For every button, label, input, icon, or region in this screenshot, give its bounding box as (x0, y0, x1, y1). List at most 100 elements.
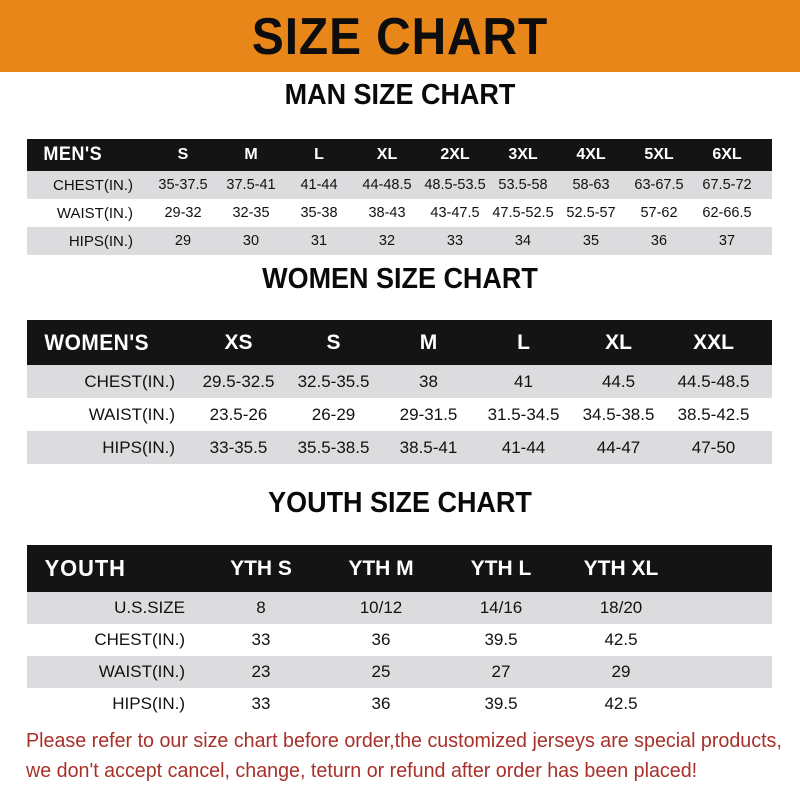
header-filler (681, 545, 772, 592)
column-header-size: YTH L (470, 556, 532, 580)
measurement-cell: 29 (174, 233, 192, 249)
measurement-cell: 27 (491, 662, 511, 681)
measurement-cell: 38.5-42.5 (677, 404, 750, 424)
column-header-category: MEN'S (43, 144, 103, 165)
table-man-size-chart: MEN'S S M L XL 2XL 3XL 4XL 5XL 6XL CHEST(IN.) 35-37… (27, 139, 772, 255)
measurement-cell: 44-47 (596, 437, 641, 457)
row-label: WAIST(IN.) (56, 204, 133, 222)
measurement-cell: 36 (371, 630, 391, 649)
row-filler (681, 592, 772, 624)
measurement-cell: 63-67.5 (634, 177, 684, 193)
column-header-size: L (517, 330, 530, 354)
measurement-cell: 43-47.5 (430, 205, 480, 221)
section-title-women: WOMEN SIZE CHART (262, 263, 538, 295)
measurement-cell: 42.5 (604, 694, 638, 713)
table-row: HIPS(IN.) 33-35.5 35.5-38.5 38.5-41 41-44 44-… (27, 431, 772, 464)
measurement-cell: 57-62 (640, 205, 678, 221)
measurement-cell: 36 (650, 233, 668, 249)
column-header-size: 5XL (644, 146, 674, 163)
row-filler (681, 624, 772, 656)
row-label: WAIST(IN.) (88, 404, 175, 424)
measurement-cell: 33 (251, 694, 271, 713)
header-filler (761, 320, 772, 365)
row-filler (681, 656, 772, 688)
table-header-row: WOMEN'S XS S M L XL XXL (27, 320, 772, 365)
table-row: HIPS(IN.) 29 30 31 32 33 34 35 36 37 (27, 227, 772, 255)
table-youth-size-chart: YOUTH YTH S YTH M YTH L YTH XL U.S.SIZE 8 10/12… (27, 545, 772, 720)
measurement-cell: 35 (582, 233, 600, 249)
page-title: SIZE CHART (251, 8, 549, 66)
column-header-category: YOUTH (44, 555, 126, 581)
column-header-size: XL (605, 330, 632, 354)
measurement-cell: 33 (446, 233, 464, 249)
column-header-category: WOMEN'S (44, 329, 150, 355)
column-header-size: 2XL (440, 146, 470, 163)
column-header-size: S (326, 330, 341, 354)
measurement-cell: 41-44 (300, 177, 338, 193)
measurement-cell: 30 (242, 233, 260, 249)
measurement-cell: 23.5-26 (209, 404, 268, 424)
measurement-cell: 44.5 (601, 371, 636, 391)
section-women-size-chart: WOMEN SIZE CHART WOMEN'S XS S M L XL XXL CHEST(… (0, 262, 800, 464)
table-body-youth: YOUTH YTH S YTH M YTH L YTH XL U.S.SIZE 8 10/12… (27, 545, 772, 720)
table-row: U.S.SIZE 8 10/12 14/16 18/20 (27, 592, 772, 624)
measurement-cell: 35-37.5 (158, 177, 208, 193)
measurement-cell: 38-43 (368, 205, 406, 221)
measurement-cell: 31.5-34.5 (487, 404, 560, 424)
section-man-size-chart: MAN SIZE CHART MEN'S S M L XL 2XL 3XL 4XL 5XL 6XL… (0, 78, 800, 255)
measurement-cell: 41 (514, 371, 533, 391)
measurement-cell: 67.5-72 (702, 177, 752, 193)
row-filler (761, 398, 772, 431)
table-header-row: YOUTH YTH S YTH M YTH L YTH XL (27, 545, 772, 592)
measurement-cell: 29-31.5 (399, 404, 458, 424)
row-label: CHEST(IN.) (94, 630, 185, 649)
measurement-cell: 38 (419, 371, 438, 391)
measurement-cell: 39.5 (484, 630, 518, 649)
measurement-cell: 33 (251, 630, 271, 649)
measurement-cell: 31 (310, 233, 328, 249)
row-label: CHEST(IN.) (53, 176, 133, 194)
row-filler (761, 431, 772, 464)
column-header-size: 6XL (712, 146, 742, 163)
header-filler (761, 139, 772, 171)
row-filler (761, 365, 772, 398)
measurement-cell: 47-50 (691, 437, 736, 457)
measurement-cell: 37 (718, 233, 736, 249)
column-header-size: YTH M (348, 556, 414, 580)
row-filler (761, 199, 772, 227)
measurement-cell: 52.5-57 (566, 205, 616, 221)
measurement-cell: 35-38 (300, 205, 338, 221)
measurement-cell: 42.5 (604, 630, 638, 649)
column-header-size: YTH XL (583, 556, 659, 580)
column-header-size: 3XL (508, 146, 538, 163)
section-title-youth: YOUTH SIZE CHART (268, 487, 532, 519)
table-row: CHEST(IN.) 35-37.5 37.5-41 41-44 44-48.5 48.5… (27, 171, 772, 199)
measurement-cell: 41-44 (501, 437, 546, 457)
section-title-man: MAN SIZE CHART (284, 79, 516, 111)
column-header-size: L (314, 146, 324, 163)
table-row: CHEST(IN.) 29.5-32.5 32.5-35.5 38 41 44.5 44.5… (27, 365, 772, 398)
measurement-cell: 39.5 (484, 694, 518, 713)
measurement-cell: 44.5-48.5 (677, 371, 750, 391)
table-body-man: MEN'S S M L XL 2XL 3XL 4XL 5XL 6XL CHEST(IN.) 35-37… (27, 139, 772, 255)
table-row: CHEST(IN.) 33 36 39.5 42.5 (27, 624, 772, 656)
measurement-cell: 32.5-35.5 (297, 371, 370, 391)
measurement-cell: 47.5-52.5 (492, 205, 554, 221)
row-label: HIPS(IN.) (112, 694, 185, 713)
notice-line-2: we don't accept cancel, change, teturn o… (26, 759, 698, 782)
row-label: HIPS(IN.) (102, 437, 175, 457)
column-header-size: M (419, 330, 438, 354)
measurement-cell: 29-32 (164, 205, 202, 221)
measurement-cell: 37.5-41 (226, 177, 276, 193)
column-header-size: 4XL (576, 146, 606, 163)
table-women-size-chart: WOMEN'S XS S M L XL XXL CHEST(IN.) 29.5-32.5 32.5… (27, 320, 772, 464)
table-row: WAIST(IN.) 23.5-26 26-29 29-31.5 31.5-34.5 34… (27, 398, 772, 431)
row-label: HIPS(IN.) (68, 232, 133, 250)
measurement-cell: 38.5-41 (399, 437, 458, 457)
row-filler (761, 171, 772, 199)
table-body-women: WOMEN'S XS S M L XL XXL CHEST(IN.) 29.5-32.5 32.5… (27, 320, 772, 464)
measurement-cell: 44-48.5 (362, 177, 412, 193)
measurement-cell: 53.5-58 (498, 177, 548, 193)
section-youth-size-chart: YOUTH SIZE CHART YOUTH YTH S YTH M YTH L YTH… (0, 486, 800, 720)
measurement-cell: 18/20 (599, 598, 643, 617)
